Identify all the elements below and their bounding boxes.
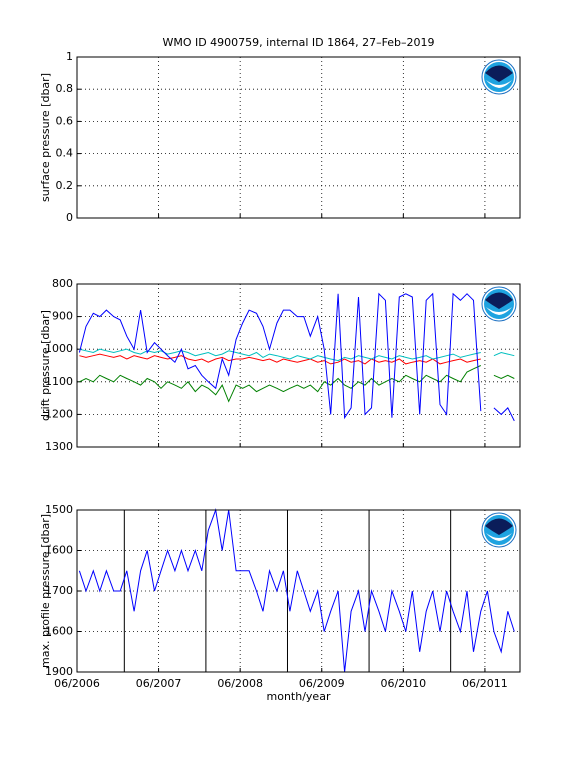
chart-title: WMO ID 4900759, internal ID 1864, 27–Feb… — [162, 36, 434, 49]
y-tick-label: 800 — [52, 277, 73, 290]
x-tick-label: 06/2008 — [217, 677, 263, 690]
data-line — [79, 365, 515, 403]
y-tick-label: 1700 — [45, 584, 73, 597]
y-tick-label: 1500 — [45, 503, 73, 516]
axes-box — [76, 283, 521, 448]
y-axis-label: drift pressure [dbar] — [39, 310, 52, 421]
x-axis-label: month/year — [267, 690, 331, 703]
x-tick-label: 06/2010 — [380, 677, 426, 690]
data-line — [79, 348, 515, 362]
y-tick-label: 1100 — [45, 375, 73, 388]
y-tick-label: 1900 — [45, 665, 73, 678]
axes-box — [76, 509, 521, 673]
y-tick-label: 1600 — [45, 544, 73, 557]
y-axis-label: surface pressure [dbar] — [39, 73, 52, 202]
noaa-logo — [481, 59, 517, 95]
logo-wave — [486, 307, 512, 315]
logo-bird — [485, 65, 513, 82]
x-tick-label: 06/2006 — [54, 677, 100, 690]
y-tick-label: 1 — [66, 50, 73, 63]
data-line — [78, 508, 515, 673]
logo-bird — [485, 518, 513, 535]
y-tick-label: 900 — [52, 310, 73, 323]
y-tick-label: 0 — [66, 211, 73, 224]
logo-bird — [485, 292, 513, 309]
y-axis-label: max. profile pressure [dbar] — [39, 514, 52, 668]
x-tick-label: 06/2009 — [299, 677, 345, 690]
x-tick-label: 06/2011 — [462, 677, 508, 690]
y-tick-label: 0.6 — [56, 114, 74, 127]
y-tick-label: 1000 — [45, 342, 73, 355]
y-tick-label: 1300 — [45, 440, 73, 453]
x-tick-label: 06/2007 — [136, 677, 182, 690]
logo-wave — [486, 533, 512, 541]
y-tick-label: 0.4 — [56, 147, 74, 160]
y-tick-label: 0.2 — [56, 179, 74, 192]
axes-box — [76, 56, 521, 219]
data-line — [79, 353, 481, 365]
y-tick-label: 1200 — [45, 407, 73, 420]
y-tick-label: 0.8 — [56, 82, 74, 95]
data-line — [78, 292, 515, 422]
noaa-logo — [481, 512, 517, 548]
noaa-logo — [481, 286, 517, 322]
y-tick-label: 1600 — [45, 625, 73, 638]
logo-wave — [486, 80, 512, 88]
